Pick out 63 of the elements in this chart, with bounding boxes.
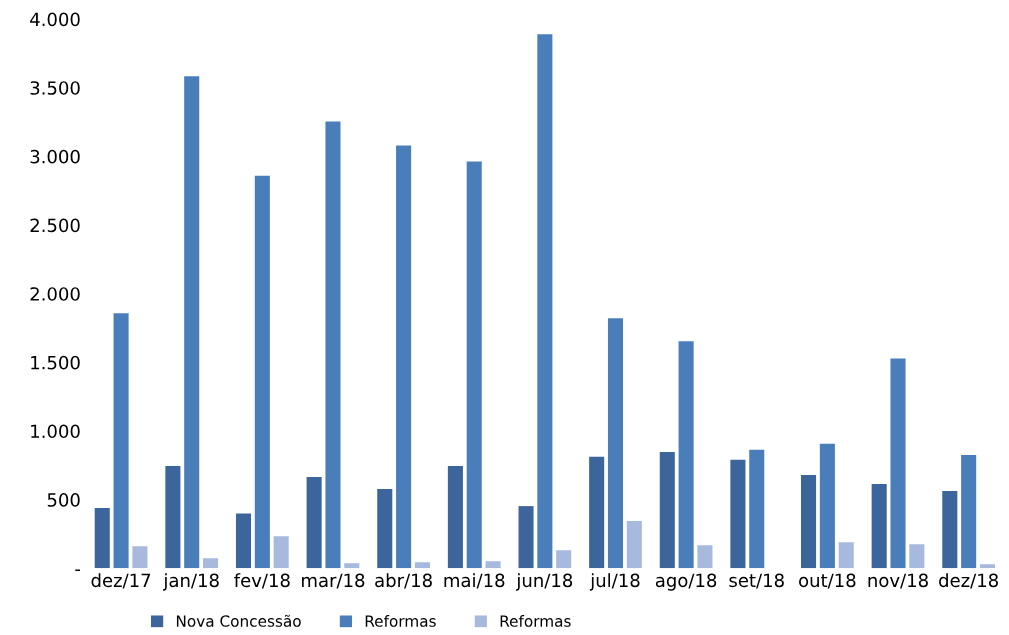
y-tick-label: 1.500 [31,355,80,370]
bar [94,507,110,569]
bar [838,542,854,569]
bar [132,546,148,569]
x-tick-label: nov/18 [868,573,928,589]
bar [890,358,906,569]
bar [184,76,200,569]
legend-label: Reformas [500,615,571,627]
bar [466,161,482,569]
legend-label: Nova Concessão [176,614,301,627]
y-tick-label: - [75,569,81,571]
bar [961,454,977,569]
bar [589,456,605,569]
bar [871,484,887,569]
x-tick-label: mai/18 [444,573,505,589]
bar [537,34,553,569]
bar [659,451,675,569]
x-tick-label: mar/18 [302,573,365,589]
bar [113,313,129,569]
bar [678,341,694,569]
bar [942,491,958,569]
x-tick-label: jul/18 [589,573,640,591]
bar [396,145,412,569]
x-tick-label: abr/18 [375,573,432,589]
x-tick-label: fev/18 [234,573,290,589]
bar [254,175,270,569]
x-tick-label: jun/18 [516,573,573,591]
bar [749,449,765,569]
bar [697,545,713,569]
y-tick-label: 1.000 [31,424,80,439]
x-tick-label: ago/18 [655,573,717,591]
x-tick-label: dez/17 [91,573,151,589]
x-tick-label: jan/18 [163,573,219,591]
bar [607,318,624,569]
bar [273,536,289,569]
bar [344,563,360,569]
bar [203,558,219,569]
bar [325,121,341,569]
y-tick-label: 2.000 [30,287,80,301]
bar [819,443,835,569]
bar [414,562,430,569]
bar [730,459,746,569]
bar [485,561,501,569]
x-tick-label: set/18 [729,573,784,589]
bar [377,488,393,569]
x-tick-label: out/18 [799,573,856,589]
y-tick-label: 3.000 [30,149,80,164]
x-tick-label: dez/18 [939,573,998,589]
legend-label: Reformas [365,615,436,627]
bar [165,466,181,569]
bar [979,564,996,569]
bar [801,474,817,569]
y-tick-label: 2.500 [30,218,80,233]
bar [626,521,642,569]
bar [235,513,252,569]
bar [518,506,534,569]
bar [909,544,925,569]
y-tick-label: 500 [47,493,80,507]
bar [306,477,322,569]
y-tick-label: 4.000 [30,12,80,27]
bar [556,550,572,569]
y-tick-label: 3.500 [30,81,80,95]
bar [447,465,463,569]
